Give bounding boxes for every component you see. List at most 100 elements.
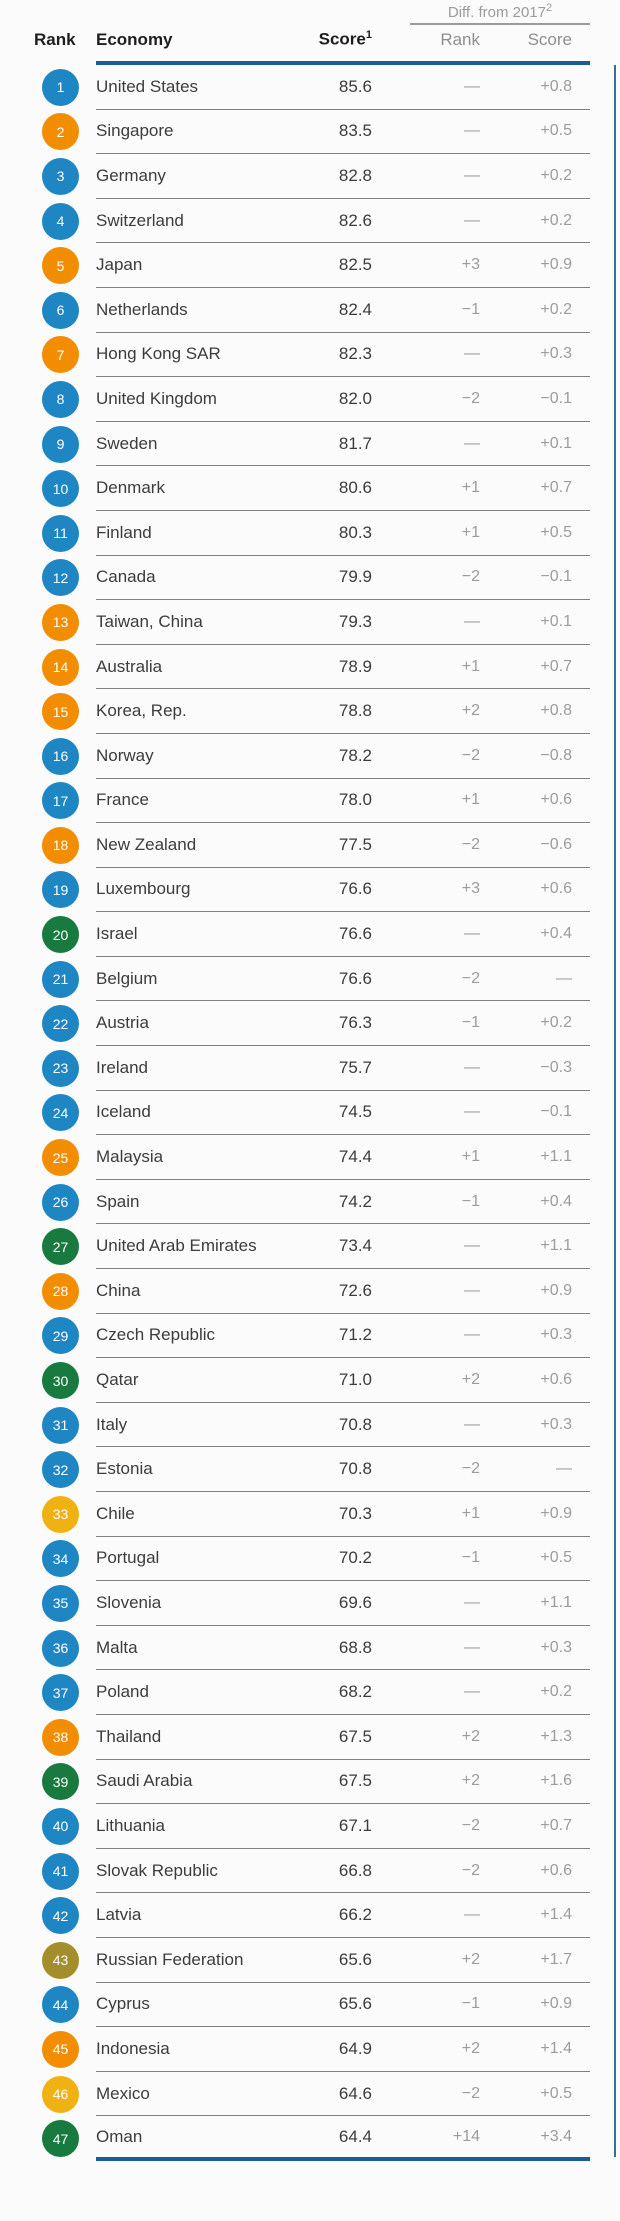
economy-label: Thailand	[96, 1726, 162, 1746]
diff-score-value: −0.1	[540, 1103, 572, 1121]
rank-cell: 10	[0, 466, 96, 511]
diff-rank-value: —	[464, 122, 480, 140]
economy-label: Czech Republic	[96, 1325, 216, 1345]
table-row: 5 Japan 82.5 +3 +0.9	[0, 243, 590, 288]
diff-score-value: +0.6	[540, 1861, 572, 1879]
row-content: Switzerland 82.6 — +0.2	[96, 199, 590, 244]
economy-label: France	[96, 790, 149, 810]
economy-label: Spain	[96, 1191, 140, 1211]
rank-badge: 27	[42, 1228, 79, 1266]
rank-cell: 22	[0, 1001, 96, 1046]
header-rule	[96, 61, 590, 65]
column-header-diff-score: Score	[527, 30, 572, 49]
diff-rank-value: −2	[461, 835, 480, 853]
rank-cell: 31	[0, 1403, 96, 1448]
table-header: Diff. from 20172 Rank Economy Score1 Ran…	[0, 0, 620, 65]
score-value: 68.2	[338, 1682, 372, 1702]
diff-rank-value: —	[464, 345, 480, 363]
diff-rank-value: —	[464, 166, 480, 184]
rank-badge: 6	[42, 291, 79, 329]
diff-score-value: +1.1	[540, 1148, 572, 1166]
rank-cell: 21	[0, 957, 96, 1002]
score-value: 66.2	[338, 1905, 372, 1925]
diff-score-value: +0.8	[540, 702, 572, 720]
diff-rank-value: +1	[461, 1148, 480, 1166]
rank-cell: 9	[0, 422, 96, 467]
diff-rank-value: −1	[461, 1192, 480, 1210]
table-row: 19 Luxembourg 76.6 +3 +0.6	[0, 868, 590, 913]
economy-label: Portugal	[96, 1548, 160, 1568]
diff-rank-value: —	[464, 1237, 480, 1255]
table-row: 29 Czech Republic 71.2 — +0.3	[0, 1314, 590, 1359]
diff-rank-value: −1	[461, 1549, 480, 1567]
rank-badge: 29	[42, 1317, 79, 1355]
diff-rank-value: +3	[461, 880, 480, 898]
score-value: 77.5	[338, 834, 372, 854]
table-row: 16 Norway 78.2 −2 −0.8	[0, 734, 590, 779]
economy-label: Russian Federation	[96, 1949, 244, 1969]
rank-badge-number: 28	[52, 1283, 69, 1300]
table-row: 2 Singapore 83.5 — +0.5	[0, 110, 590, 155]
rank-badge: 20	[42, 916, 79, 954]
economy-label: Malta	[96, 1637, 138, 1657]
rank-cell: 34	[0, 1537, 96, 1582]
diff-score-value: +0.3	[540, 1415, 572, 1433]
diff-score-value: −0.1	[540, 389, 572, 407]
rank-badge: 30	[42, 1362, 79, 1400]
diff-rank-value: −2	[461, 746, 480, 764]
diff-rank-value: —	[464, 1638, 480, 1656]
score-value: 65.6	[338, 1949, 372, 1969]
rank-badge: 47	[42, 2120, 79, 2158]
rank-badge-number: 34	[52, 1550, 69, 1567]
rank-badge: 40	[42, 1807, 79, 1845]
score-value: 76.6	[338, 968, 372, 988]
score-value: 85.6	[338, 76, 372, 96]
rank-cell: 18	[0, 823, 96, 868]
rank-cell: 14	[0, 645, 96, 690]
rank-cell: 17	[0, 779, 96, 824]
score-value: 71.0	[338, 1370, 372, 1390]
score-value: 82.8	[338, 165, 372, 185]
diff-rank-value: +2	[461, 1727, 480, 1745]
score-value: 82.5	[338, 255, 372, 275]
economy-label: Netherlands	[96, 299, 188, 319]
diff-rank-value: +1	[461, 1504, 480, 1522]
rank-badge-number: 39	[52, 1773, 69, 1790]
diff-score-value: +0.6	[540, 880, 572, 898]
economy-label: Taiwan, China	[96, 611, 203, 631]
rank-badge-number: 24	[52, 1104, 69, 1121]
table-row: 33 Chile 70.3 +1 +0.9	[0, 1492, 590, 1537]
rank-badge: 39	[42, 1763, 79, 1801]
diff-rank-value: +2	[461, 1772, 480, 1790]
diff-score-value: +0.1	[540, 612, 572, 630]
diff-score-value: +3.4	[540, 2127, 572, 2145]
rank-badge: 10	[42, 470, 79, 508]
row-content: Finland 80.3 +1 +0.5	[96, 511, 590, 556]
table-row: 30 Qatar 71.0 +2 +0.6	[0, 1358, 590, 1403]
economy-label: Germany	[96, 165, 166, 185]
economy-label: Luxembourg	[96, 879, 191, 899]
table-row: 17 France 78.0 +1 +0.6	[0, 779, 590, 824]
rank-badge: 36	[42, 1629, 79, 1667]
row-content: Hong Kong SAR 82.3 — +0.3	[96, 333, 590, 378]
rank-cell: 35	[0, 1581, 96, 1626]
rank-badge-number: 35	[52, 1595, 69, 1612]
rank-badge-number: 5	[56, 257, 65, 274]
rank-badge: 18	[42, 826, 79, 864]
rank-cell: 15	[0, 689, 96, 734]
score-value: 82.3	[338, 344, 372, 364]
diff-score-value: +0.7	[540, 479, 572, 497]
adjacent-chart-edge-line	[614, 65, 616, 2157]
diff-score-value: +1.4	[540, 2039, 572, 2057]
column-header-score: Score1	[292, 29, 372, 50]
row-content: France 78.0 +1 +0.6	[96, 779, 590, 824]
rank-badge: 25	[42, 1139, 79, 1177]
table-row: 24 Iceland 74.5 — −0.1	[0, 1091, 590, 1136]
score-value: 76.3	[338, 1013, 372, 1033]
score-value: 74.4	[338, 1147, 372, 1167]
diff-score-value: +0.6	[540, 791, 572, 809]
rank-badge: 43	[42, 1941, 79, 1979]
ranking-table-body: 1 United States 85.6 — +0.8 2 Singapore …	[0, 65, 620, 2161]
diff-rank-value: —	[464, 77, 480, 95]
row-content: Iceland 74.5 — −0.1	[96, 1091, 590, 1136]
